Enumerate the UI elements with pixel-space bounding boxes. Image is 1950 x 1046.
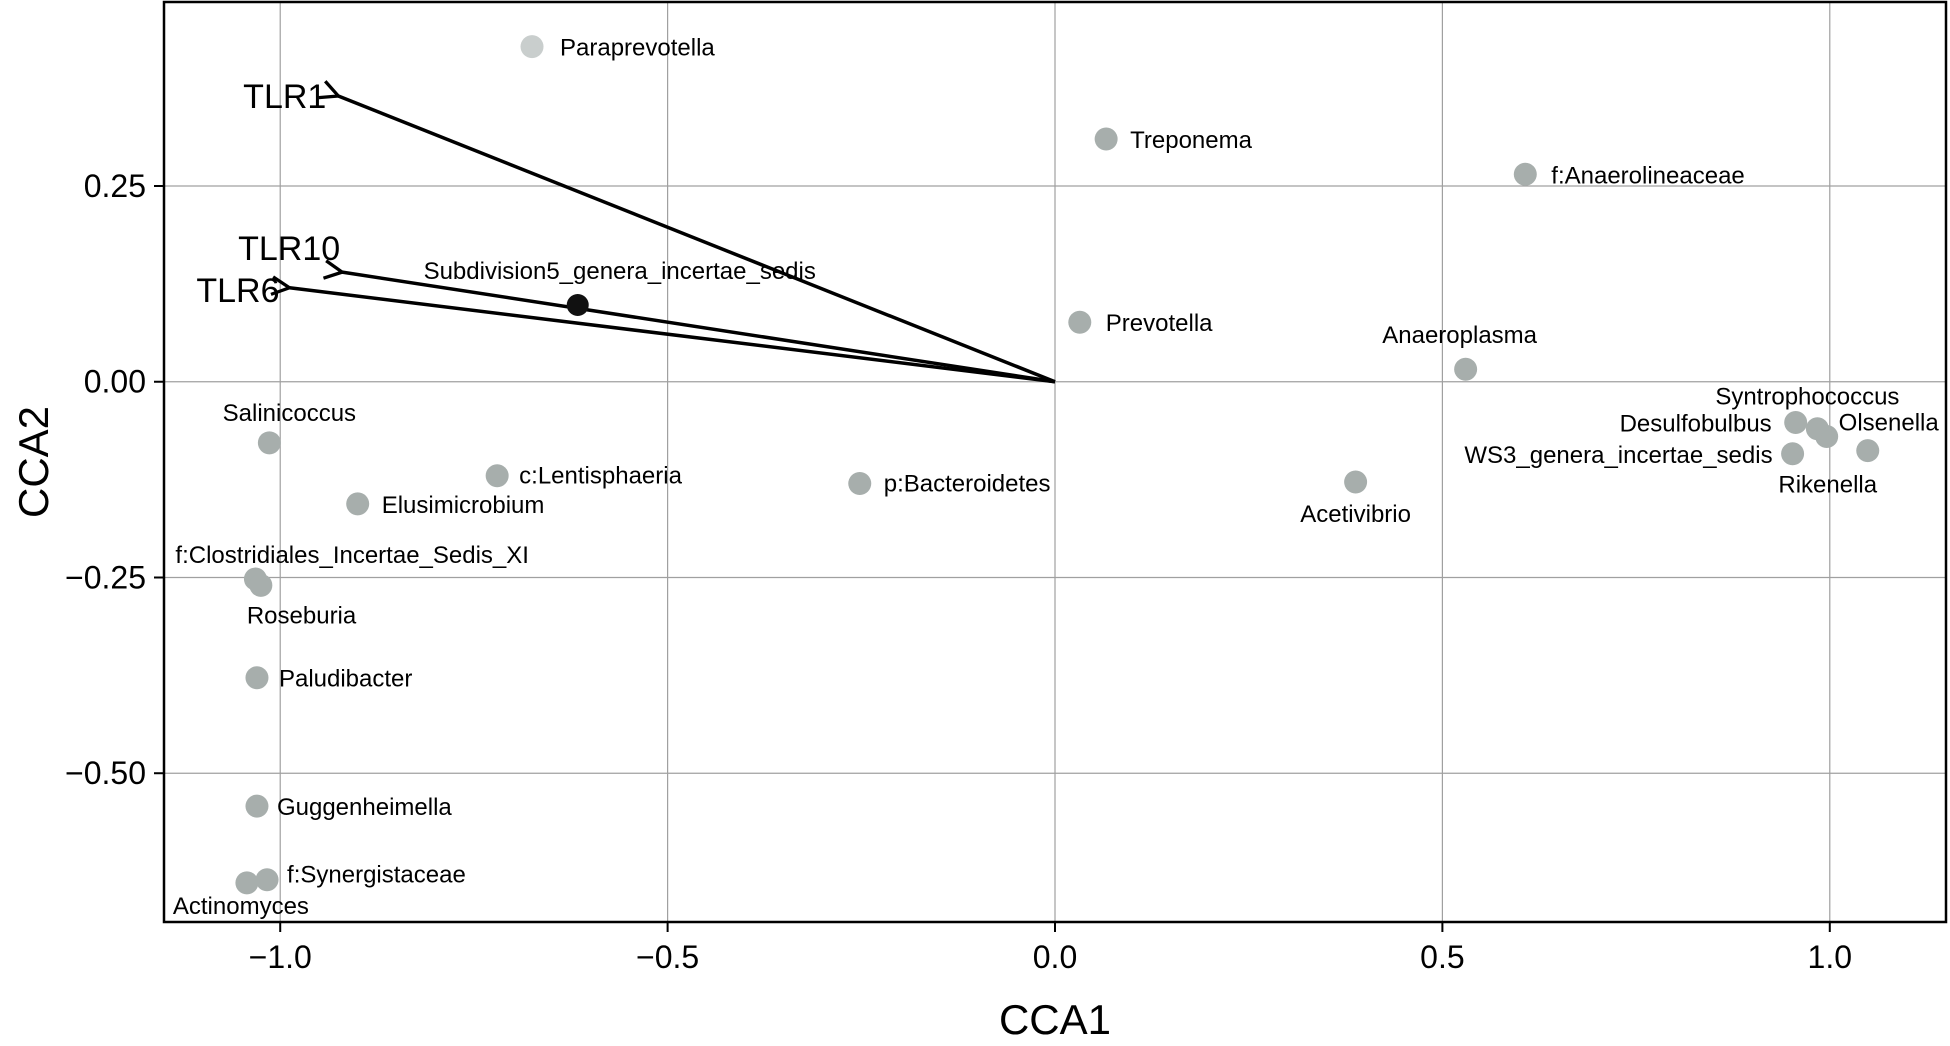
point-f-synergistaceae: [255, 868, 279, 892]
y-tick-label: −0.25: [65, 559, 146, 595]
point-label-f-synergistaceae: f:Synergistaceae: [287, 862, 466, 889]
taxa-labels: TLR1 TLR10 TLR6 Paraprevotella Treponema f:An…: [173, 35, 1940, 920]
point-p-bacteroidetes: [848, 472, 872, 496]
x-tick-label: −1.0: [249, 939, 312, 975]
point-actinomyces: [235, 871, 259, 895]
point-label-actinomyces: Actinomyces: [173, 893, 309, 920]
point-label-paludibacter: Paludibacter: [279, 666, 412, 693]
point-label-olsenella: Olsenella: [1839, 410, 1940, 437]
point-elusimicrobium: [346, 492, 370, 516]
y-tick-label: 0.00: [84, 364, 146, 400]
point-acetivibrio: [1344, 470, 1368, 494]
point-paludibacter: [245, 666, 269, 690]
grid-lines: [164, 2, 1946, 922]
point-roseburia: [249, 573, 273, 597]
point-label-f-anaerolineaceae: f:Anaerolineaceae: [1551, 162, 1744, 189]
point-prevotella: [1068, 310, 1092, 334]
point-label-rikenella: Rikenella: [1778, 472, 1877, 499]
point-desulfobulbus: [1784, 410, 1808, 434]
x-axis-title: CCA1: [999, 996, 1111, 1043]
point-ws3-genera-incertae-sedis: [1781, 442, 1805, 466]
point-label-salinicoccus: Salinicoccus: [223, 400, 356, 427]
biplot-arrows: [290, 96, 1056, 384]
point-salinicoccus: [257, 431, 281, 455]
point-label-ws3-genera-incertae-sedis: WS3_genera_incertae_sedis: [1464, 442, 1772, 469]
point-rikenella: [1856, 439, 1880, 463]
arrow-tlr10: [342, 272, 1056, 384]
point-f-anaerolineaceae: [1513, 162, 1537, 186]
taxa-points: [235, 35, 1880, 895]
point-label-paraprevotella: Paraprevotella: [560, 35, 715, 62]
point-label-guggenheimella: Guggenheimella: [277, 794, 452, 821]
arrow-label-tlr10: TLR10: [238, 230, 340, 268]
point-label-prevotella: Prevotella: [1106, 310, 1213, 337]
point-paraprevotella: [520, 35, 544, 59]
y-axis-title: CCA2: [10, 406, 57, 518]
axes: −1.0 −0.5 0.0 0.5 1.0 −0.50 −0.25 0.00 0.25 CCA1 C…: [10, 0, 1948, 1043]
point-subdivision5-genera-incertae-sedis: [566, 294, 589, 317]
point-label-acetivibrio: Acetivibrio: [1300, 501, 1411, 528]
point-treponema: [1094, 127, 1118, 151]
y-tick-label: 0.25: [84, 168, 146, 204]
x-tick-label: 1.0: [1808, 939, 1852, 975]
x-tick-label: 0.0: [1033, 939, 1077, 975]
point-label-p-bacteroidetes: p:Bacteroidetes: [884, 471, 1051, 498]
point-label-elusimicrobium: Elusimicrobium: [382, 492, 545, 519]
arrow-tlr1: [338, 96, 1056, 384]
arrow-label-tlr6: TLR6: [196, 272, 279, 310]
point-label-f-clostridiales-incertae-sedis-xi: f:Clostridiales_Incertae_Sedis_XI: [175, 542, 529, 569]
x-tick-label: 0.5: [1420, 939, 1464, 975]
point-label-subdivision5-genera-incertae-sedis: Subdivision5_genera_incertae_sedis: [424, 258, 816, 285]
arrow-label-tlr1: TLR1: [243, 78, 326, 116]
point-label-treponema: Treponema: [1130, 127, 1252, 154]
point-label-desulfobulbus: Desulfobulbus: [1620, 410, 1772, 437]
arrow-tlr6: [290, 288, 1056, 384]
point-label-roseburia: Roseburia: [247, 602, 357, 629]
y-tick-label: −0.50: [65, 755, 146, 791]
x-tick-label: −0.5: [636, 939, 699, 975]
point-label-anaeroplasma: Anaeroplasma: [1382, 322, 1537, 349]
point-anaeroplasma: [1454, 357, 1478, 381]
point-c-lentisphaeria: [485, 464, 509, 488]
point-label-syntrophococcus: Syntrophococcus: [1715, 384, 1899, 411]
point-guggenheimella: [245, 794, 269, 818]
point-olsenella: [1815, 425, 1839, 449]
point-label-c-lentisphaeria: c:Lentisphaeria: [519, 463, 682, 490]
